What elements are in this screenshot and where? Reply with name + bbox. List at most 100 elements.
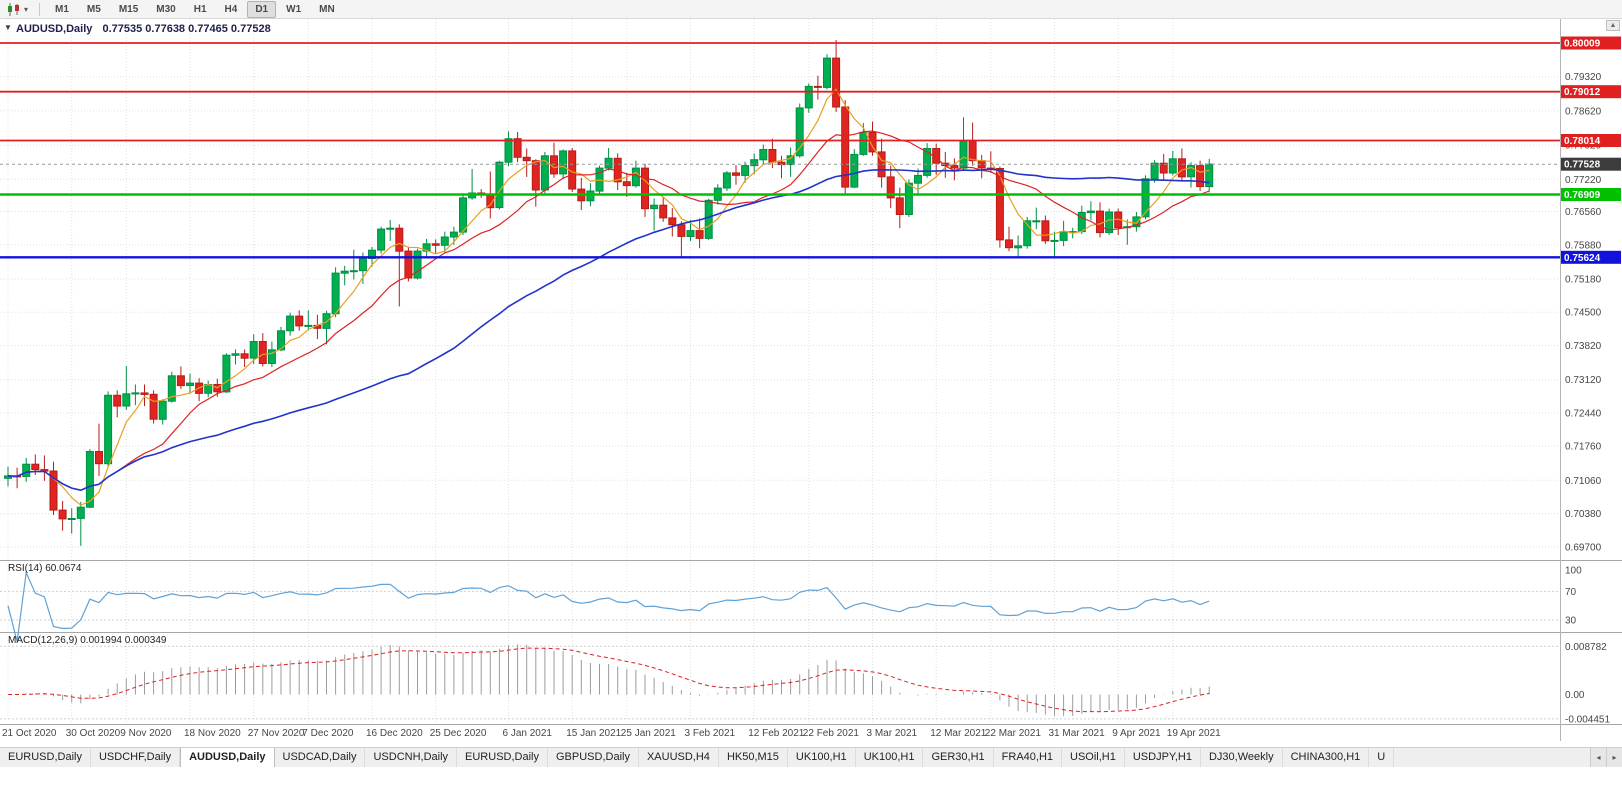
price-tag bbox=[1561, 188, 1621, 201]
macd-axis-labels: 0.008782 0.00 -0.004451 bbox=[1565, 642, 1610, 726]
price-tag bbox=[1561, 36, 1621, 50]
ma-mid bbox=[7, 130, 1210, 491]
svg-text:6 Jan 2021: 6 Jan 2021 bbox=[503, 728, 553, 739]
chart-tab[interactable]: USOil,H1 bbox=[1062, 748, 1125, 767]
svg-text:30: 30 bbox=[1565, 616, 1577, 627]
svg-text:7 Dec 2020: 7 Dec 2020 bbox=[302, 728, 354, 739]
svg-text:19 Apr 2021: 19 Apr 2021 bbox=[1167, 728, 1221, 739]
svg-text:0.77528: 0.77528 bbox=[1564, 160, 1601, 171]
chart-scroll-up-button[interactable]: ▲ bbox=[1606, 20, 1620, 31]
chart-ohlc-values: 0.77535 0.77638 0.77465 0.77528 bbox=[102, 23, 271, 35]
svg-text:0.78620: 0.78620 bbox=[1565, 106, 1602, 117]
svg-text:18 Nov 2020: 18 Nov 2020 bbox=[184, 728, 241, 739]
chart-tab[interactable]: CHINA300,H1 bbox=[1283, 748, 1370, 767]
chart-tab[interactable]: FRA40,H1 bbox=[994, 748, 1063, 767]
chart-tab-bar: EURUSD,Daily USDCHF,Daily AUDUSD,Daily USDC… bbox=[0, 747, 1622, 767]
svg-text:15 Jan 2021: 15 Jan 2021 bbox=[566, 728, 621, 739]
timeframe-group: M1 M5 M15 M30 H1 H4 D1 W1 MN bbox=[46, 0, 344, 18]
svg-text:0.71060: 0.71060 bbox=[1565, 476, 1602, 487]
chart-tab[interactable]: USDCHF,Daily bbox=[91, 748, 181, 767]
svg-text:27 Nov 2020: 27 Nov 2020 bbox=[248, 728, 305, 739]
chart-tab[interactable]: GER30,H1 bbox=[923, 748, 994, 767]
svg-text:16 Dec 2020: 16 Dec 2020 bbox=[366, 728, 423, 739]
chart-canvas[interactable]: 0.793200.786200.779200.772200.765600.758… bbox=[0, 19, 1622, 741]
svg-text:3 Feb 2021: 3 Feb 2021 bbox=[685, 728, 736, 739]
svg-text:70: 70 bbox=[1565, 587, 1577, 598]
chart-type-icon[interactable] bbox=[6, 2, 23, 16]
price-tag bbox=[1561, 250, 1621, 264]
svg-text:0.80009: 0.80009 bbox=[1564, 38, 1601, 49]
price-tags: 0.80009 0.79012 0.78014 0.76909 0.75624 0.775… bbox=[1561, 36, 1621, 264]
chart-tab[interactable]: GBPUSD,Daily bbox=[548, 748, 639, 767]
svg-text:22 Feb 2021: 22 Feb 2021 bbox=[803, 728, 860, 739]
mt4-window: ▾ M1 M5 M15 M30 H1 H4 D1 W1 MN 0.79320 0.78620 0.7… bbox=[0, 0, 1622, 767]
svg-text:22 Mar 2021: 22 Mar 2021 bbox=[985, 728, 1042, 739]
candles-layer[interactable] bbox=[4, 40, 1214, 546]
timeframe-button-h4[interactable]: H4 bbox=[224, 3, 238, 15]
chart-tab[interactable]: DJ30,Weekly bbox=[1201, 748, 1283, 767]
svg-text:0.00: 0.00 bbox=[1565, 690, 1585, 701]
tab-scroll-arrows: ◂ ▸ bbox=[1590, 748, 1622, 767]
svg-text:0.76909: 0.76909 bbox=[1564, 190, 1601, 201]
price-tag bbox=[1561, 85, 1621, 99]
ma-slow bbox=[7, 168, 1210, 492]
timeframe-button-h1[interactable]: H1 bbox=[193, 3, 207, 15]
svg-text:0.77220: 0.77220 bbox=[1565, 175, 1602, 186]
timeframe-button-m30[interactable]: M30 bbox=[156, 3, 176, 15]
spacer bbox=[0, 741, 1622, 747]
svg-text:0.71760: 0.71760 bbox=[1565, 442, 1602, 453]
grid-lines bbox=[0, 19, 1560, 724]
svg-text:31 Mar 2021: 31 Mar 2021 bbox=[1049, 728, 1106, 739]
svg-text:21 Oct 2020: 21 Oct 2020 bbox=[2, 728, 57, 739]
svg-text:9 Apr 2021: 9 Apr 2021 bbox=[1112, 728, 1161, 739]
chart-tab[interactable]: EURUSD,Daily bbox=[457, 748, 548, 767]
svg-text:0.79012: 0.79012 bbox=[1564, 87, 1601, 98]
rsi-line bbox=[7, 570, 1210, 642]
svg-text:0.78014: 0.78014 bbox=[1564, 136, 1601, 147]
svg-text:0.76560: 0.76560 bbox=[1565, 207, 1602, 218]
chart-tab[interactable]: EURUSD,Daily bbox=[0, 748, 91, 767]
chart-tabs: EURUSD,Daily USDCHF,Daily AUDUSD,Daily USDC… bbox=[0, 748, 1395, 767]
svg-text:0.75624: 0.75624 bbox=[1564, 253, 1601, 264]
timeframe-button-m1[interactable]: M1 bbox=[55, 3, 69, 15]
timeframe-button-m15[interactable]: M15 bbox=[118, 3, 139, 15]
chart-tab[interactable]: HK50,M15 bbox=[719, 748, 788, 767]
chart-symbol-period: AUDUSD,Daily bbox=[16, 23, 93, 35]
one-click-trading-icon[interactable]: ▼ bbox=[4, 23, 12, 32]
rsi-indicator-label: RSI(14) 60.0674 bbox=[8, 563, 82, 574]
chart-tab[interactable]: U bbox=[1369, 748, 1395, 767]
chart-tab[interactable]: UK100,H1 bbox=[788, 748, 856, 767]
svg-text:0.70380: 0.70380 bbox=[1565, 509, 1602, 520]
svg-text:100: 100 bbox=[1565, 566, 1582, 577]
chart-title: AUDUSD,Daily 0.77535 0.77638 0.77465 0.7… bbox=[16, 23, 271, 35]
chart-tab[interactable]: UK100,H1 bbox=[856, 748, 924, 767]
chart-tab[interactable]: AUDUSD,Daily bbox=[180, 748, 275, 767]
svg-text:0.74500: 0.74500 bbox=[1565, 308, 1602, 319]
chart-region: 0.793200.786200.779200.772200.765600.758… bbox=[0, 19, 1622, 741]
svg-text:0.73120: 0.73120 bbox=[1565, 375, 1602, 386]
chart-tab[interactable]: USDCNH,Daily bbox=[365, 748, 458, 767]
timeframe-button-w1[interactable]: W1 bbox=[286, 3, 302, 15]
rsi-axis-labels: 100 70 30 bbox=[1565, 566, 1582, 627]
timeframe-button-d1[interactable]: D1 bbox=[247, 0, 277, 18]
ma-fast bbox=[7, 88, 1210, 506]
timeframe-button-mn[interactable]: MN bbox=[319, 3, 335, 15]
chart-tab[interactable]: XAUUSD,H4 bbox=[639, 748, 719, 767]
svg-text:0.72440: 0.72440 bbox=[1565, 408, 1602, 419]
chart-tab[interactable]: USDJPY,H1 bbox=[1125, 748, 1201, 767]
svg-text:12 Feb 2021: 12 Feb 2021 bbox=[748, 728, 805, 739]
chart-tab[interactable]: USDCAD,Daily bbox=[275, 748, 366, 767]
price-axis-labels: 0.793200.786200.779200.772200.765600.758… bbox=[1565, 72, 1602, 553]
svg-text:25 Dec 2020: 25 Dec 2020 bbox=[430, 728, 487, 739]
svg-text:0.73820: 0.73820 bbox=[1565, 341, 1602, 352]
svg-text:12 Mar 2021: 12 Mar 2021 bbox=[930, 728, 987, 739]
svg-text:0.69700: 0.69700 bbox=[1565, 542, 1602, 553]
chevron-down-icon[interactable]: ▾ bbox=[24, 4, 29, 14]
tab-scroll-left-button[interactable]: ◂ bbox=[1590, 748, 1606, 767]
timeframe-button-m5[interactable]: M5 bbox=[86, 3, 101, 15]
svg-text:9 Nov 2020: 9 Nov 2020 bbox=[120, 728, 172, 739]
svg-text:0.75180: 0.75180 bbox=[1565, 274, 1602, 285]
macd-signal-line bbox=[8, 647, 1210, 713]
tab-scroll-right-button[interactable]: ▸ bbox=[1606, 748, 1622, 767]
svg-text:25 Jan 2021: 25 Jan 2021 bbox=[621, 728, 676, 739]
